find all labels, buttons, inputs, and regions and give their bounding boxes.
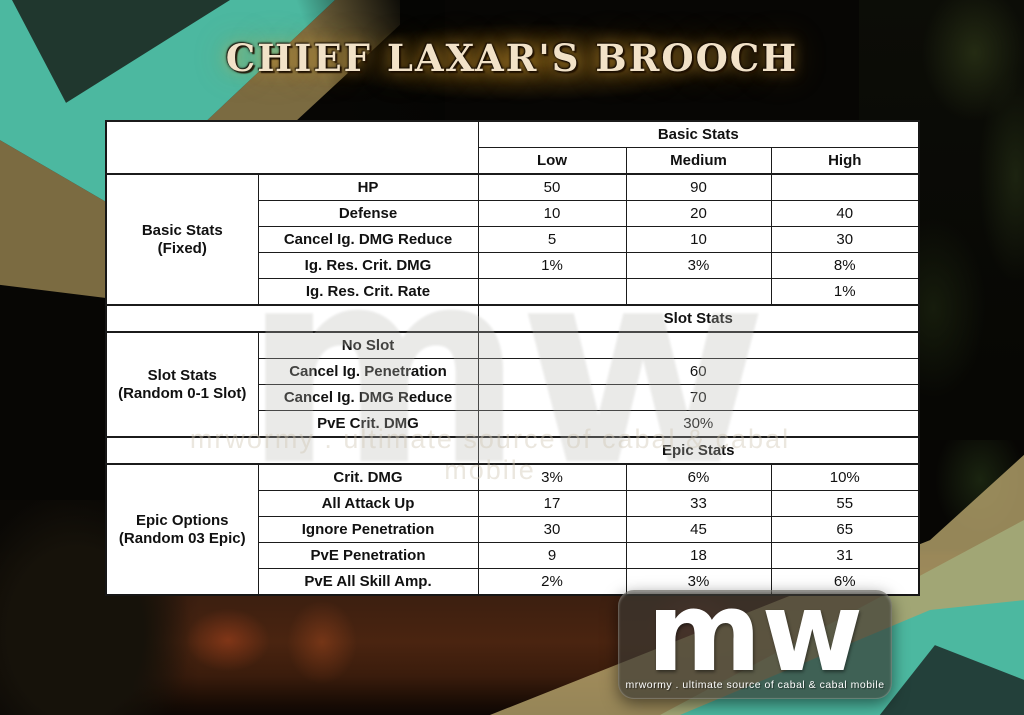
stat-value-cell: 10: [477, 200, 627, 227]
section-label-line2: (Random 03 Epic): [118, 529, 246, 547]
stat-value-cell: 6%: [625, 463, 772, 491]
stat-value-cell: 2%: [477, 568, 627, 596]
stat-name-cell: No Slot: [257, 331, 479, 359]
section-header-cell: Slot Stats: [477, 304, 920, 333]
mw-logo-tagline: mrwormy . ultimate source of cabal & cab…: [625, 679, 885, 691]
empty-gray-cell: [625, 278, 772, 306]
stat-value-cell: 1%: [477, 252, 627, 279]
mw-logo: mw mrwormy . ultimate source of cabal & …: [618, 577, 892, 699]
section-label-cell: Basic Stats (Fixed): [105, 173, 259, 306]
stat-value-cell: 50: [477, 173, 627, 201]
stat-name-cell: All Attack Up: [257, 490, 479, 517]
stats-table: Basic Stats Low Medium High Basic Stats …: [105, 120, 921, 596]
stat-value-cell: 9: [477, 542, 627, 569]
stat-value-cell: 30%: [477, 410, 920, 438]
stat-value-cell: 5: [477, 226, 627, 253]
empty-gray-cell: [477, 331, 920, 359]
corner-cell: [105, 436, 479, 465]
stat-value-cell: 55: [770, 490, 920, 517]
stat-value-cell: 40: [770, 200, 920, 227]
stat-value-cell: 8%: [770, 252, 920, 279]
stat-value-cell: 10%: [770, 463, 920, 491]
section-label-cell: Epic Options (Random 03 Epic): [105, 463, 259, 596]
stat-name-cell: Cancel Ig. DMG Reduce: [257, 384, 479, 411]
stat-value-cell: 70: [477, 384, 920, 411]
stat-name-cell: Cancel Ig. Penetration: [257, 358, 479, 385]
stat-value-cell: 60: [477, 358, 920, 385]
section-label-line1: Slot Stats: [147, 366, 217, 384]
page-title: CHIEF LAXAR'S BROOCH: [225, 36, 799, 80]
stat-name-cell: Crit. DMG: [257, 463, 479, 491]
stat-value-cell: 3%: [477, 463, 627, 491]
stat-value-cell: 45: [625, 516, 772, 543]
stat-value-cell: 18: [625, 542, 772, 569]
stat-name-cell: Ig. Res. Crit. DMG: [257, 252, 479, 279]
stat-value-cell: 1%: [770, 278, 920, 306]
column-header-medium: Medium: [625, 147, 772, 175]
corner-cell: [105, 304, 479, 333]
stat-value-cell: 30: [770, 226, 920, 253]
section-header-cell: Epic Stats: [477, 436, 920, 465]
stat-name-cell: HP: [257, 173, 479, 201]
stat-value-cell: 90: [625, 173, 772, 201]
stat-name-cell: PvE Penetration: [257, 542, 479, 569]
stat-value-cell: 3%: [625, 252, 772, 279]
stat-name-cell: PvE Crit. DMG: [257, 410, 479, 438]
section-label-line1: Basic Stats: [141, 221, 223, 239]
stat-name-cell: Defense: [257, 200, 479, 227]
corner-cell: [105, 120, 479, 175]
stat-value-cell: 20: [625, 200, 772, 227]
title-glow: [248, 8, 808, 116]
section-label-line1: Epic Options: [135, 511, 229, 529]
section-header-cell: Basic Stats: [477, 120, 920, 148]
stat-name-cell: Cancel Ig. DMG Reduce: [257, 226, 479, 253]
stat-name-cell: Ig. Res. Crit. Rate: [257, 278, 479, 306]
stat-name-cell: Ignore Penetration: [257, 516, 479, 543]
stat-value-cell: 31: [770, 542, 920, 569]
stat-name-cell: PvE All Skill Amp.: [257, 568, 479, 596]
empty-gray-cell: [770, 173, 920, 201]
stat-value-cell: 10: [625, 226, 772, 253]
section-label-line2: (Fixed): [157, 239, 207, 257]
stat-value-cell: 33: [625, 490, 772, 517]
stat-value-cell: 30: [477, 516, 627, 543]
empty-gray-cell: [477, 278, 627, 306]
section-label-cell: Slot Stats (Random 0-1 Slot): [105, 331, 259, 438]
stat-value-cell: 65: [770, 516, 920, 543]
column-header-low: Low: [477, 147, 627, 175]
section-label-line2: (Random 0-1 Slot): [118, 384, 247, 402]
column-header-high: High: [770, 147, 920, 175]
stat-value-cell: 17: [477, 490, 627, 517]
mw-logo-mark: mw: [646, 568, 864, 696]
